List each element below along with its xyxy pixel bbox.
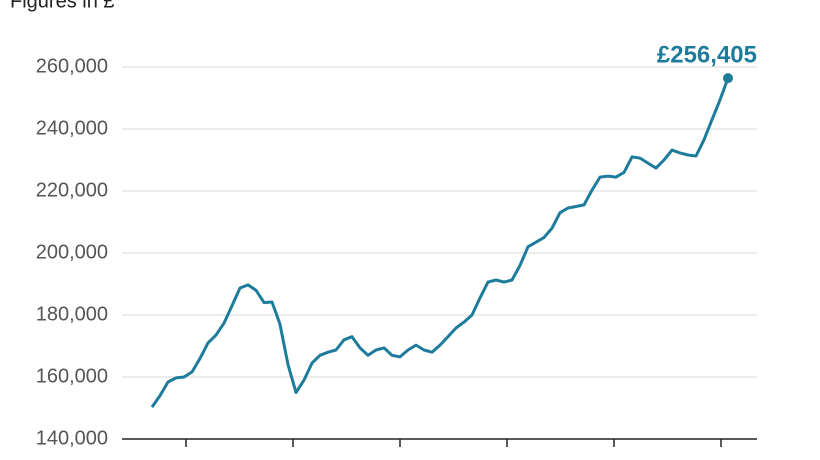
chart-subtitle: Figures in £ (10, 0, 115, 12)
y-tick-label: 220,000 (36, 179, 108, 201)
x-axis (185, 439, 722, 447)
y-tick-label: 140,000 (36, 427, 108, 449)
y-tick-label: 160,000 (36, 365, 108, 387)
annotation: £256,405 (657, 41, 757, 68)
line (150, 77, 730, 408)
y-tick-label: 240,000 (36, 117, 108, 139)
y-tick-label: 180,000 (36, 303, 108, 325)
y-tick-label: 200,000 (36, 241, 108, 263)
end-point (723, 73, 733, 84)
y-tick-label: 260,000 (36, 55, 108, 77)
